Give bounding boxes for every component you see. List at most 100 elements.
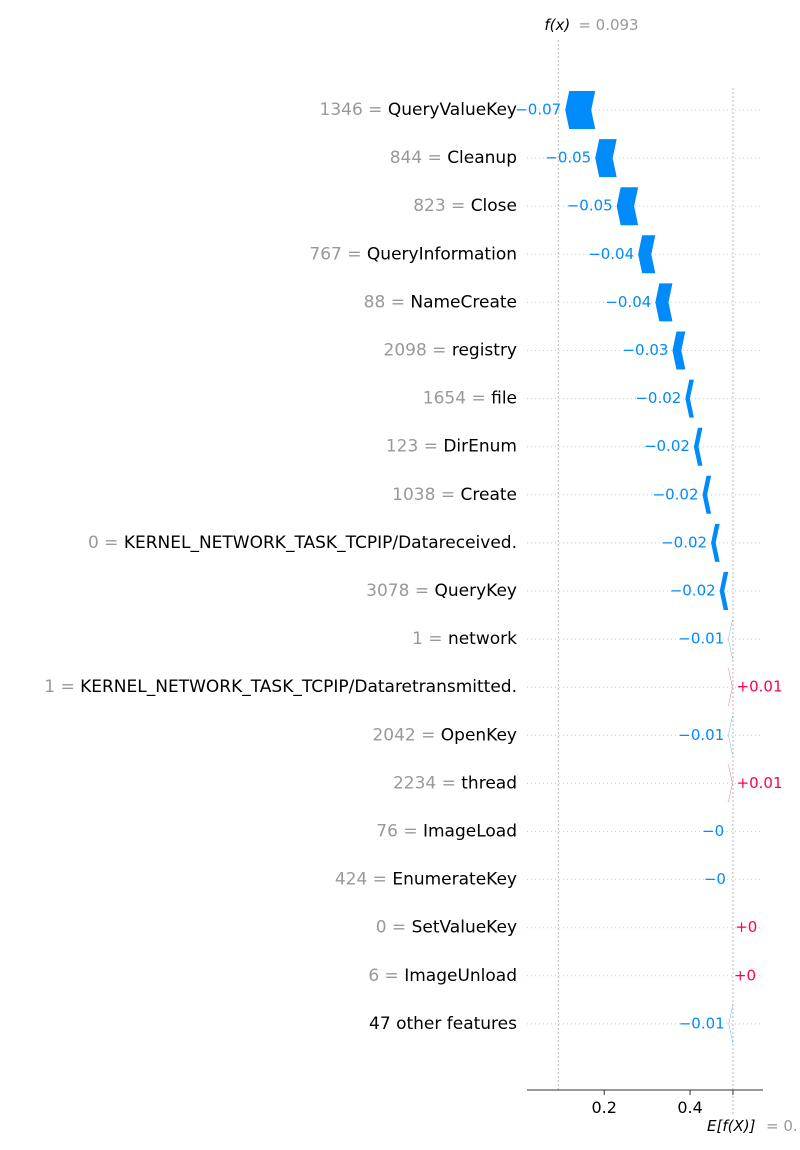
contribution-value-label: −0 [702,822,724,840]
feature-value: 123 = [386,437,444,457]
feature-value: 823 = [413,196,471,216]
base-value-annotation: E[f(X)] = 0. [707,1117,798,1135]
contribution-value-label: −0.04 [588,245,634,263]
feature-label: 2042 = OpenKey [372,725,517,745]
feature-name: network [448,629,517,649]
feature-label: 47 other features [369,1014,517,1034]
contribution-bar [638,235,656,274]
fx-label: f(x) [544,16,570,34]
feature-name: file [491,389,517,409]
feature-name: ImageUnload [404,966,517,986]
contribution-bar [616,187,639,226]
output-annotation: f(x) = 0.093 [544,16,638,34]
feature-name: Close [471,196,517,216]
contribution-value-label: +0.01 [737,678,783,696]
contribution-value-label: −0.02 [670,582,716,600]
contribution-bar [595,139,617,178]
feature-name: OpenKey [441,725,517,745]
contribution-bar [655,283,673,322]
feature-label: 1038 = Create [392,485,517,505]
feature-value: 1 = [44,677,80,697]
feature-label: 76 = ImageLoad [376,822,517,842]
contribution-bar [728,1004,733,1043]
feature-label: 6 = ImageUnload [368,966,517,986]
feature-value: 424 = [335,870,393,890]
contribution-bar [685,379,694,418]
feature-label: 1 = KERNEL_NETWORK_TASK_TCPIP/Dataretran… [44,677,517,697]
feature-label: 2234 = thread [393,773,517,793]
contribution-value-label: −0.05 [545,149,591,167]
feature-name: QueryInformation [367,244,517,264]
contribution-value-label: −0.01 [679,1014,725,1032]
feature-value: 1654 = [423,389,491,409]
contribution-value-label: +0 [735,918,757,936]
feature-name: QueryKey [435,581,518,601]
feature-label: 3078 = QueryKey [366,581,517,601]
contribution-value-label: +0.01 [737,774,783,792]
feature-label: 823 = Close [413,196,517,216]
contribution-value-label: −0.07 [515,101,561,119]
feature-label: 0 = KERNEL_NETWORK_TASK_TCPIP/Datareceiv… [88,533,517,553]
row-gridlines [527,109,763,1025]
contribution-bar [702,475,712,514]
contribution-value-label: −0.02 [644,437,690,455]
efx-label: E[f(X)] [707,1117,756,1135]
contribution-value-label: −0.01 [678,726,724,744]
feature-value: 2234 = [393,773,461,793]
feature-label: 2098 = registry [384,341,518,361]
efx-value: = 0. [766,1117,798,1135]
feature-value: 2098 = [384,341,452,361]
feature-labels: 1346 = QueryValueKey 844 = Cleanup 823 = C… [44,100,517,1034]
feature-name: KERNEL_NETWORK_TASK_TCPIP/Dataretransmit… [80,677,517,697]
feature-label: 1346 = QueryValueKey [320,100,518,120]
contribution-value-label: +0 [734,966,756,984]
feature-value: 1 = [412,629,448,649]
feature-name: thread [461,773,517,793]
feature-name: QueryValueKey [388,100,517,120]
feature-name: ImageLoad [423,822,517,842]
feature-value: 1038 = [392,485,460,505]
contribution-value-label: −0.02 [653,485,699,503]
contribution-value-label: −0.04 [605,293,651,311]
contribution-value-label: −0.02 [635,389,681,407]
contribution-value-labels: −0.07 −0.05 −0.05 −0.04 −0.04 −0.03 −0.02 −0.02… [515,101,782,1033]
contribution-bar [719,572,729,610]
contribution-value-label: −0.02 [661,533,707,551]
feature-label: 123 = DirEnum [386,437,517,457]
contribution-value-label: −0.05 [567,197,613,215]
feature-value: 6 = [368,966,404,986]
feature-name: Create [461,485,518,505]
feature-label: 88 = NameCreate [364,292,517,312]
feature-name: DirEnum [443,437,517,457]
feature-label: 844 = Cleanup [390,148,517,168]
feature-name: SetValueKey [412,918,517,938]
feature-label: 1 = network [412,629,517,649]
feature-name: EnumerateKey [392,870,517,890]
feature-value: 767 = [309,244,367,264]
feature-value: 0 = [376,918,412,938]
feature-label: 767 = QueryInformation [309,244,517,264]
feature-value: 1346 = [320,100,388,120]
contribution-bar [672,331,686,370]
feature-value: 2042 = [372,725,440,745]
contribution-bar [565,91,596,129]
feature-name: NameCreate [410,292,517,312]
feature-value: 3078 = [366,581,434,601]
contribution-bar [728,956,730,995]
contribution-value-label: −0.03 [622,341,668,359]
feature-label: 424 = EnumerateKey [335,870,517,890]
x-tick-label: 0.4 [677,1098,702,1117]
x-axis: 0.2 0.4 [527,1089,763,1117]
contribution-bars [565,91,733,1043]
feature-value: 76 = [376,822,423,842]
contribution-bar [711,523,720,562]
fx-value: = 0.093 [578,16,638,34]
contribution-bar [728,812,730,851]
feature-value: 88 = [364,292,411,312]
feature-name: Cleanup [447,148,517,168]
x-tick-label: 0.2 [592,1098,617,1117]
feature-value: 0 = [88,533,124,553]
contribution-value-label: −0.01 [678,630,724,648]
contribution-bar [693,427,703,466]
